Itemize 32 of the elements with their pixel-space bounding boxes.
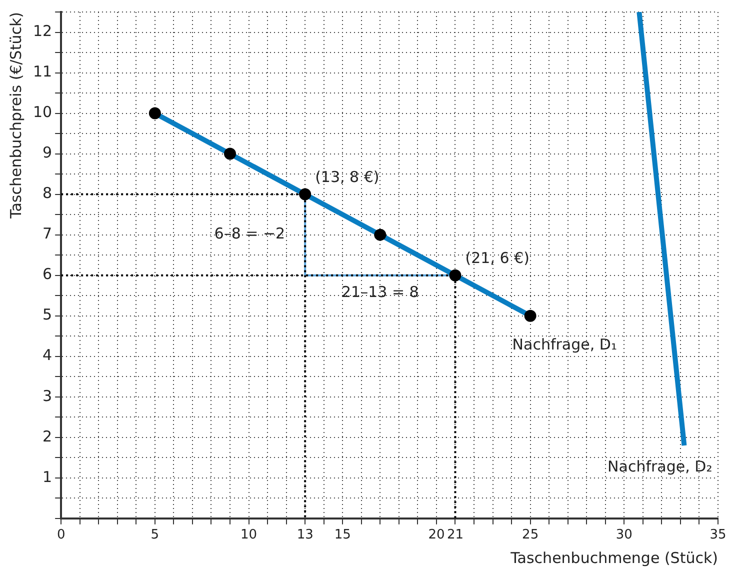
x-tick-label: 35	[710, 528, 726, 543]
x-tick-label: 21	[446, 528, 464, 543]
annotation: (21, 6 €)	[465, 249, 530, 268]
y-tick-label: 12	[32, 22, 52, 40]
x-tick-label: 20	[428, 528, 445, 543]
y-tick-label: 10	[32, 103, 52, 122]
y-tick-label: 2	[42, 427, 52, 446]
x-tick-label: 5	[150, 528, 160, 543]
x-tick-label: 30	[616, 528, 632, 543]
annotation: 6–8 = −2	[214, 224, 286, 243]
y-tick-label: 1	[42, 468, 52, 486]
y-axis-title: Taschenbuchpreis (€/Stück)	[6, 12, 25, 220]
y-tick-label: 4	[42, 346, 52, 364]
y-tick-label: 3	[42, 386, 52, 405]
y-tick-label: 7	[42, 224, 52, 243]
x-tick-label: 0	[56, 528, 66, 543]
series-label: Nachfrage, D₁	[512, 336, 617, 354]
x-tick-label: 25	[522, 528, 539, 543]
y-tick-label: 11	[32, 62, 52, 81]
annotation: (13, 8 €)	[315, 168, 380, 186]
y-tick-label: 6	[42, 265, 52, 284]
x-tick-label: 10	[240, 528, 258, 543]
x-tick-label: 15	[334, 528, 351, 543]
point	[449, 269, 462, 282]
x-tick-label: 13	[296, 528, 314, 543]
annotation: 21–13 = 8	[341, 283, 419, 302]
y-tick-label: 8	[42, 184, 52, 202]
y-tick-label: 5	[42, 306, 52, 324]
text: Nachfrage, D₂	[608, 457, 712, 476]
x-axis-title: Taschenbuchmenge (Stück)	[510, 548, 718, 567]
y-tick-label: 9	[42, 144, 52, 162]
point	[299, 188, 312, 200]
